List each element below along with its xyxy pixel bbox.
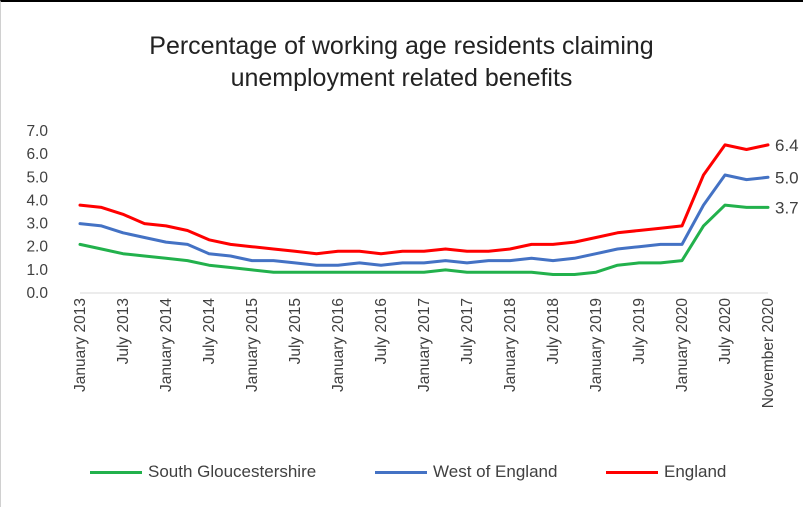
chart-title-line-2: unemployment related benefits xyxy=(230,64,573,92)
y-tick-label: 3.0 xyxy=(26,216,48,233)
end-label-england: 6.4 xyxy=(775,136,799,155)
y-tick-label: 4.0 xyxy=(26,192,48,209)
legend-label-west-of-england: West of England xyxy=(433,462,558,481)
y-tick-label: 0.0 xyxy=(26,285,48,302)
x-tick-label: January 2018 xyxy=(502,298,519,392)
x-tick-label: January 2016 xyxy=(330,298,347,392)
x-tick-label: July 2013 xyxy=(115,298,132,364)
x-tick-label: July 2017 xyxy=(459,298,476,364)
x-tick-label: July 2015 xyxy=(287,298,304,364)
series-line-west-of-england xyxy=(78,173,770,267)
y-axis: 0.0 1.0 2.0 3.0 4.0 5.0 6.0 7.0 xyxy=(26,123,48,302)
x-tick-label: July 2018 xyxy=(545,298,562,364)
end-label-south-gloucestershire: 3.7 xyxy=(775,198,799,217)
y-tick-label: 5.0 xyxy=(26,169,48,186)
legend-swatch-west-of-england xyxy=(375,470,427,474)
x-tick-label: July 2019 xyxy=(631,298,648,364)
end-labels: 3.7 5.0 6.4 xyxy=(775,136,799,217)
chart-title-line-1: Percentage of working age residents clai… xyxy=(149,32,654,60)
x-tick-label: July 2020 xyxy=(717,298,734,365)
x-axis: January 2013 July 2013 January 2014 July 20… xyxy=(72,292,777,409)
x-tick-label: January 2020 xyxy=(674,298,691,392)
series-line-south-gloucestershire xyxy=(78,203,770,276)
legend-item-england: England xyxy=(606,462,726,482)
x-tick-label: November 2020 xyxy=(760,298,777,409)
legend-item-south-gloucestershire: South Gloucestershire xyxy=(90,462,316,482)
legend-label-south-gloucestershire: South Gloucestershire xyxy=(148,462,317,481)
series-line-england xyxy=(78,143,770,256)
x-tick-label: July 2016 xyxy=(373,298,390,364)
y-tick-label: 1.0 xyxy=(26,262,48,279)
legend-item-west-of-england: West of England xyxy=(375,462,557,482)
series-layer xyxy=(78,143,770,276)
y-tick-label: 7.0 xyxy=(26,123,48,140)
legend-label-england: England xyxy=(664,462,727,481)
legend-swatch-england xyxy=(606,470,658,474)
x-tick-label: January 2013 xyxy=(72,298,89,392)
chart-title: Percentage of working age residents clai… xyxy=(0,30,803,94)
y-tick-label: 6.0 xyxy=(26,146,48,163)
x-tick-label: January 2017 xyxy=(416,298,433,392)
legend: South Gloucestershire West of England En… xyxy=(0,462,803,488)
legend-swatch-south-gloucestershire xyxy=(90,470,142,474)
x-tick-label: January 2015 xyxy=(244,298,261,392)
x-tick-label: July 2014 xyxy=(201,298,218,365)
x-tick-label: January 2019 xyxy=(588,298,605,392)
x-tick-label: January 2014 xyxy=(158,298,175,392)
y-tick-label: 2.0 xyxy=(26,239,48,256)
end-label-west-of-england: 5.0 xyxy=(775,168,799,187)
